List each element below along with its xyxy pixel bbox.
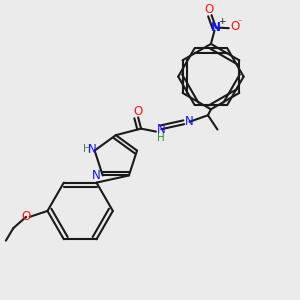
Text: O: O xyxy=(134,106,143,118)
Text: H: H xyxy=(158,133,165,142)
Text: N: N xyxy=(157,123,166,136)
Text: O: O xyxy=(21,210,31,224)
Text: O: O xyxy=(231,20,240,33)
Text: +: + xyxy=(218,17,226,26)
Text: N: N xyxy=(92,169,100,182)
Text: N: N xyxy=(185,115,194,128)
Text: O: O xyxy=(204,3,213,16)
Text: ⁻: ⁻ xyxy=(238,18,242,27)
Text: N: N xyxy=(88,142,97,156)
Text: N: N xyxy=(211,21,221,34)
Text: H: H xyxy=(83,144,91,154)
